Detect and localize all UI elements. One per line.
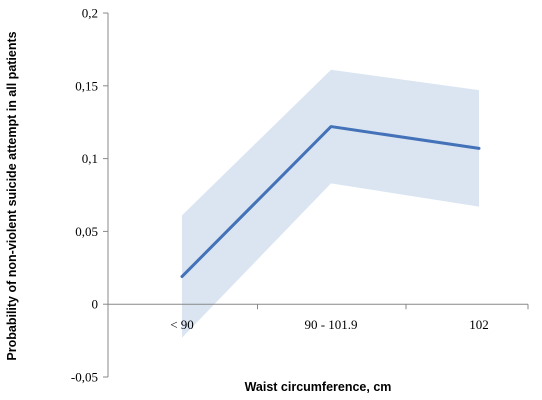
confidence-band-layer [182,69,479,338]
y-tick-label: 0,2 [82,6,98,21]
y-tick-layer: -0,05 0 0,05 0,1 0,15 0,2 [71,6,108,385]
plot-area: -0,05 0 0,05 0,1 0,15 0,2 < 90 90 - 101.9 102 [71,6,529,385]
axis-layer [107,13,528,377]
x-tick-label: 102 [469,317,489,332]
x-tick-layer: < 90 90 - 101.9 102 [107,304,529,332]
y-axis-title: Probability of non-violent suicide attem… [5,31,19,360]
y-tick-label: 0,15 [75,78,98,93]
series-line-layer [180,125,481,279]
y-tick-label: 0,05 [75,224,98,239]
x-axis-title: Waist circumference, cm [245,380,392,394]
y-tick-label: 0,1 [82,151,98,166]
x-tick-label: 90 - 101.9 [304,317,357,332]
y-tick-label: 0 [92,297,99,312]
x-tick-label: < 90 [170,317,194,332]
confidence-band [182,69,479,338]
series-line [180,125,481,279]
y-tick-label: -0,05 [71,370,98,385]
